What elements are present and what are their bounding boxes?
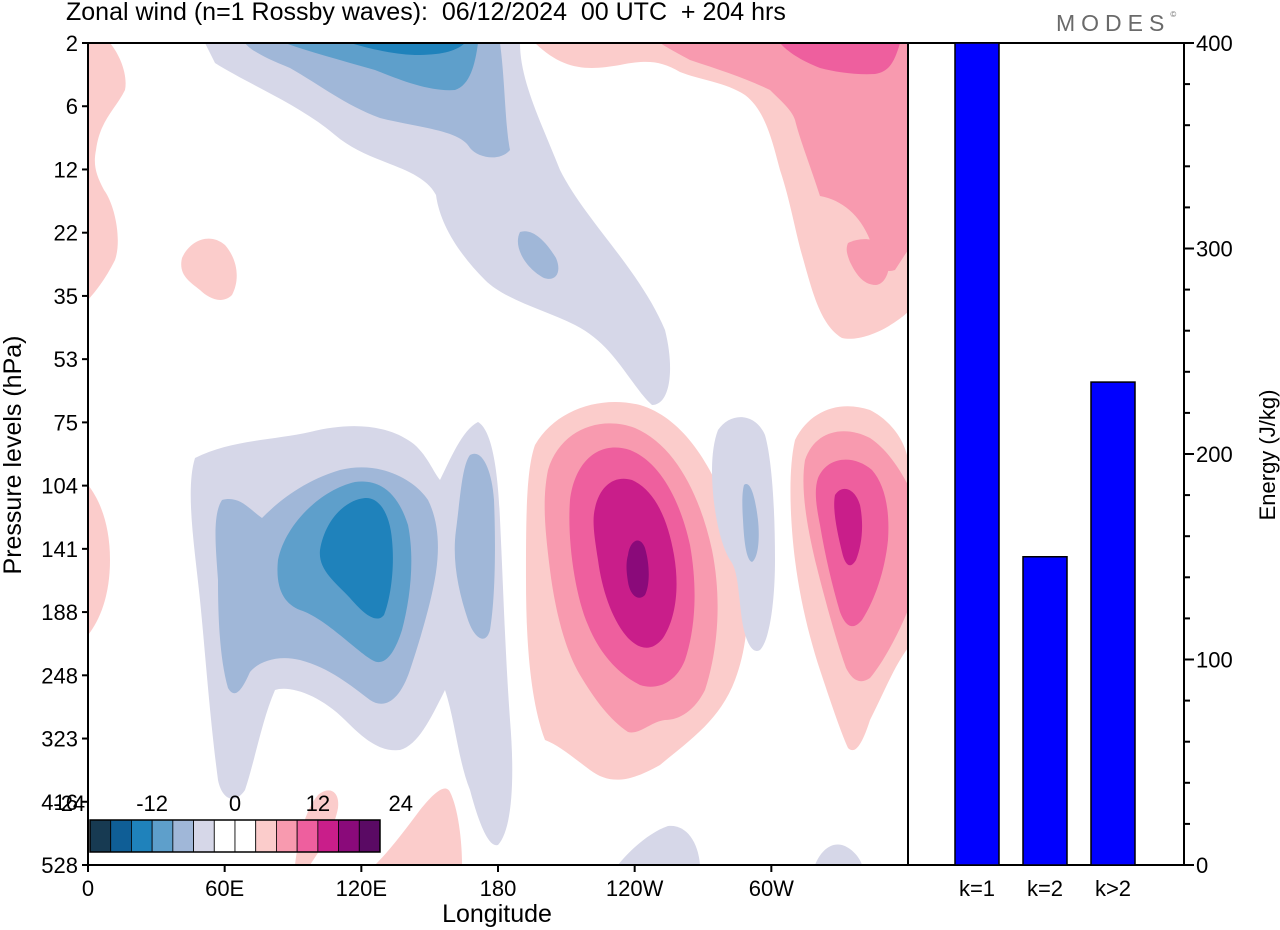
contour-bottom-neg-2 <box>815 844 862 865</box>
color-scale-swatch <box>338 819 360 853</box>
contour-upper-neg-3 <box>285 43 478 91</box>
y-tick-label: 416 <box>41 790 78 815</box>
x-tick-label: 120E <box>336 876 387 901</box>
color-scale-label: 0 <box>229 791 241 816</box>
y-axis-title: Pressure levels (hPa) <box>0 336 27 575</box>
y-tick-label: 6 <box>66 94 78 119</box>
color-scale-swatch <box>110 819 132 853</box>
y-tick-label: 104 <box>41 474 78 499</box>
energy-axis-title: Energy (J/kg) <box>1255 390 1280 521</box>
color-scale-label: -24 <box>53 791 85 816</box>
contour-upper-pos-3 <box>780 43 900 75</box>
energy-tick-label: 200 <box>1196 442 1233 467</box>
y-tick-label: 248 <box>41 663 78 688</box>
contour-center-pos-5 <box>626 540 649 598</box>
contour-upper-neg-1 <box>205 43 671 405</box>
contour-upper-neg-small <box>517 231 559 279</box>
y-tick-label: 75 <box>54 410 78 435</box>
color-scale-swatch <box>151 819 174 853</box>
contour-bottom-neg-1 <box>618 825 700 865</box>
contour-upper-neg-4 <box>350 43 465 55</box>
color-scale-swatch <box>276 819 298 853</box>
color-scale-swatch <box>213 819 236 853</box>
y-tick-label: 188 <box>41 600 78 625</box>
chart-title: Zonal wind (n=1 Rossby waves): 06/12/202… <box>66 0 786 26</box>
color-scale-swatch <box>131 819 153 853</box>
energy-tick-label: 300 <box>1196 237 1233 262</box>
contour-right-neg-1 <box>712 417 775 651</box>
contour-upper-pos-island <box>181 238 237 300</box>
color-scale-swatch <box>358 819 381 853</box>
energy-bar <box>1090 381 1136 866</box>
x-axis-title: Longitude <box>442 900 552 928</box>
contour-right-pos-4 <box>834 488 863 566</box>
pressure-axis: 2 6 12 22 35 53 75 104 141 188 248 323 416 528 <box>41 31 88 878</box>
x-tick-label: 120W <box>606 876 664 901</box>
color-scale-swatch <box>296 819 319 853</box>
color-scale-label: -12 <box>136 791 168 816</box>
y-tick-label: 22 <box>54 221 78 246</box>
color-scale-label: 24 <box>388 791 412 816</box>
energy-tick-label: 400 <box>1196 31 1233 56</box>
y-tick-label: 2 <box>66 31 78 56</box>
contour-upper-pos-left <box>88 43 126 300</box>
energy-bar <box>954 42 1000 866</box>
color-scale-swatch <box>317 819 339 853</box>
brand-text: MODES <box>1056 10 1171 36</box>
y-tick-label: 53 <box>54 347 78 372</box>
color-scale-swatch <box>172 819 194 853</box>
color-scale-swatch <box>89 819 112 853</box>
bar-category-label: k=1 <box>959 876 995 901</box>
color-scale-swatch <box>193 819 215 853</box>
energy-bars: k=1 k=2 k>2 <box>954 42 1136 901</box>
contour-bottom-pos-1 <box>375 788 462 865</box>
longitude-axis: 0 60E 120E 180 120W 60W <box>82 865 794 901</box>
color-scale-frame <box>89 819 381 853</box>
contour-upper-pos-4 <box>846 239 890 285</box>
color-scale-label: 12 <box>306 791 330 816</box>
y-tick-label: 35 <box>54 284 78 309</box>
contour-lower-neg-4 <box>319 497 393 619</box>
contour-left-pos <box>88 485 110 635</box>
x-tick-label: 0 <box>82 876 94 901</box>
y-tick-label: 141 <box>41 537 78 562</box>
bar-category-label: k>2 <box>1095 876 1131 901</box>
y-tick-label: 323 <box>41 727 78 752</box>
contour-field <box>88 43 908 865</box>
y-tick-label: 12 <box>54 157 78 182</box>
energy-axis: 0 100 200 300 400 <box>1184 31 1233 878</box>
contour-lower-neg-2b <box>454 453 495 639</box>
color-scale-swatch <box>234 819 257 853</box>
y-tick-label: 528 <box>41 853 78 878</box>
color-scale-swatch <box>255 819 277 853</box>
x-tick-label: 60W <box>749 876 794 901</box>
color-scale: -24 -12 0 12 24 <box>53 791 413 853</box>
contour-right-neg-2 <box>742 484 759 562</box>
bar-category-label: k=2 <box>1027 876 1063 901</box>
energy-tick-label: 0 <box>1196 853 1208 878</box>
x-tick-label: 60E <box>205 876 244 901</box>
contour-upper-pos-2 <box>660 43 908 271</box>
brand-mark: © <box>1170 10 1177 19</box>
x-tick-label: 180 <box>480 876 517 901</box>
brand-logo: MODES© <box>1056 10 1176 37</box>
energy-bar <box>1022 556 1068 866</box>
energy-tick-label: 100 <box>1196 648 1233 673</box>
